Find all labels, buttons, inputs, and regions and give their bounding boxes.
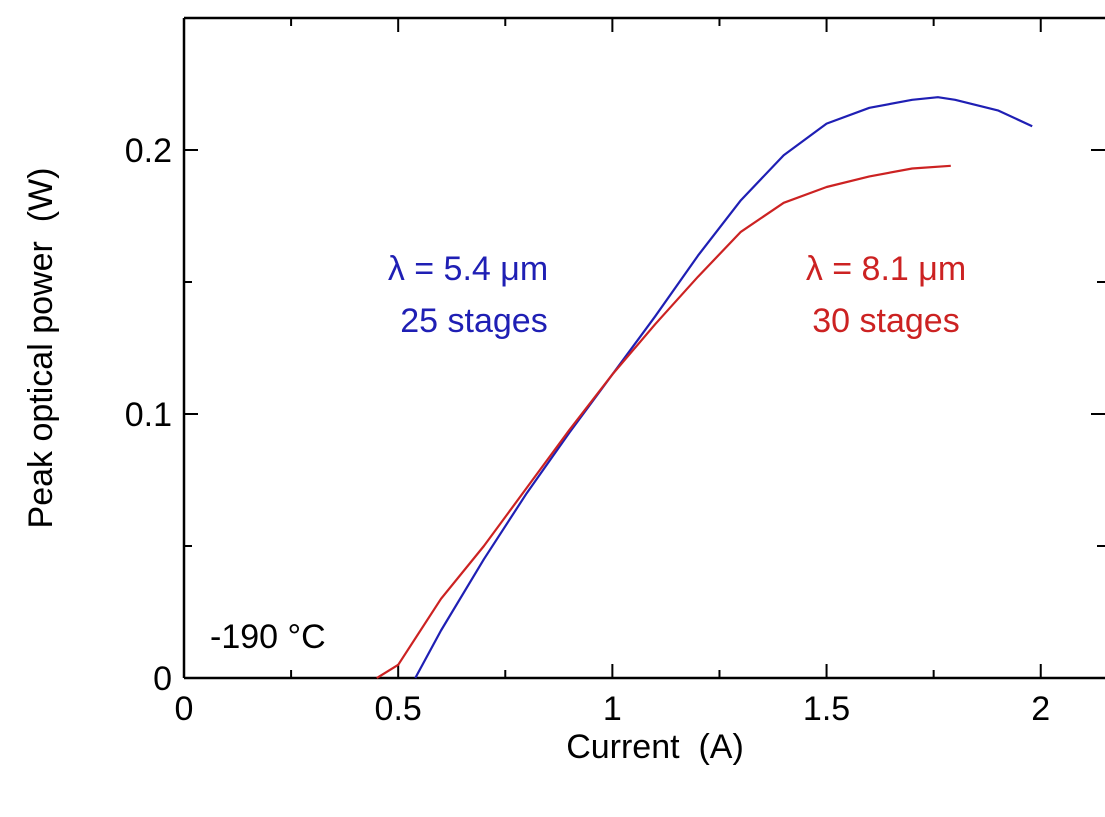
- y-tick-label: 0: [153, 660, 172, 698]
- y-tick-label: 0.2: [125, 132, 172, 170]
- annotation-red-stages: 30 stages: [812, 302, 959, 340]
- annotation-blue-wavelength: λ = 5.4 μm: [388, 250, 548, 288]
- series-line-8-1um: [376, 164, 951, 679]
- x-tick-label: 0: [175, 690, 194, 728]
- y-tick-labels: 0 0.1 0.2: [125, 132, 172, 698]
- axis-ticks: [183, 17, 1105, 679]
- series-line-5-4um: [414, 96, 1033, 679]
- x-tick-label: 1.5: [803, 690, 850, 728]
- x-tick-label: 2: [1031, 690, 1050, 728]
- x-axis-title: Current (A): [566, 728, 744, 766]
- plot-frame: [182, 16, 1105, 680]
- y-axis-title: Peak optical power (W): [22, 168, 60, 529]
- x-tick-label: 0.5: [375, 690, 422, 728]
- annotation-temperature: -190 °C: [210, 618, 326, 656]
- series-lines: [376, 96, 1033, 679]
- x-tick-labels: 0 0.5 1 1.5 2: [175, 690, 1051, 728]
- x-tick-label: 1: [603, 690, 622, 728]
- y-tick-label: 0.1: [125, 396, 172, 434]
- annotation-blue-stages: 25 stages: [400, 302, 547, 340]
- annotation-red-wavelength: λ = 8.1 μm: [806, 250, 966, 288]
